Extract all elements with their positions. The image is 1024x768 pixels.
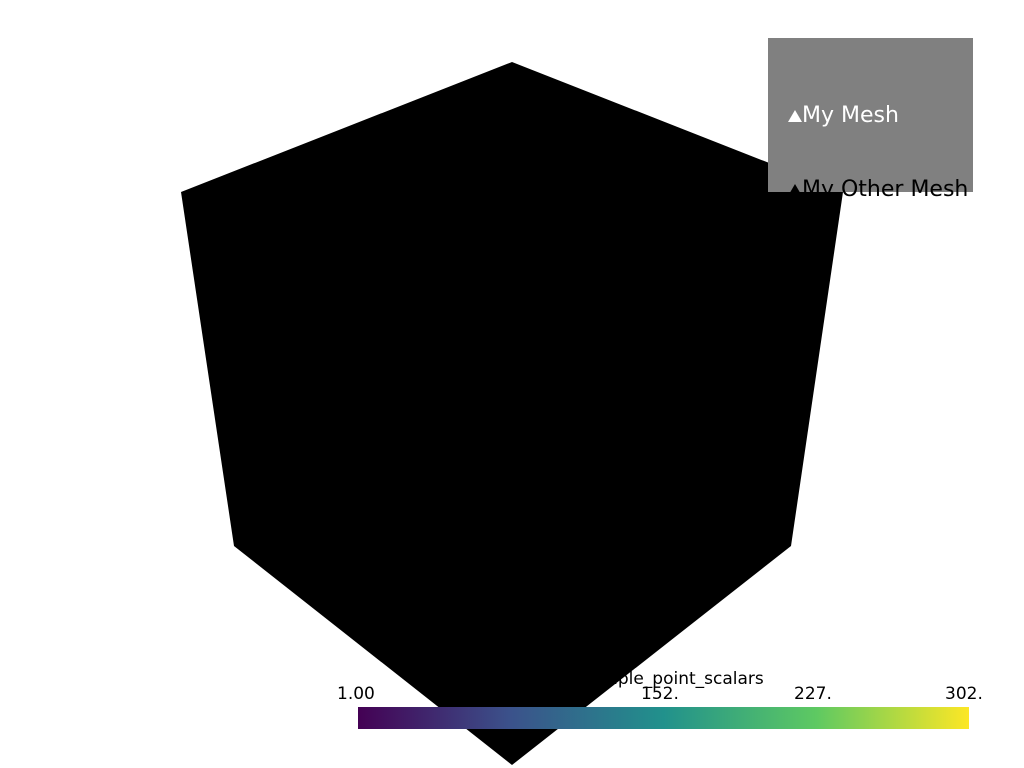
scalar-bar-tick-label: 152. (641, 684, 679, 704)
scalar-bar-tick-label: 76.2 (486, 684, 524, 704)
triangle-icon (788, 184, 802, 196)
scalar-bar-tick-label: 227. (794, 684, 832, 704)
cube-mesh[interactable] (181, 62, 843, 765)
legend-entry-my-mesh: My Mesh (788, 97, 899, 133)
scalar-bar-gradient (358, 707, 969, 729)
legend-box: My Mesh My Other Mesh (768, 38, 973, 202)
legend-label: My Other Mesh (802, 176, 969, 202)
scalar-bar-tick-label: 302. (945, 684, 983, 704)
legend-entry-my-other-mesh: My Other Mesh (788, 171, 968, 207)
scalar-bar-tick-label: 1.00 (337, 684, 375, 704)
legend-label: My Mesh (802, 102, 899, 128)
scalar-bar-title: sample_point_scalars (582, 669, 764, 689)
triangle-icon (788, 110, 802, 122)
